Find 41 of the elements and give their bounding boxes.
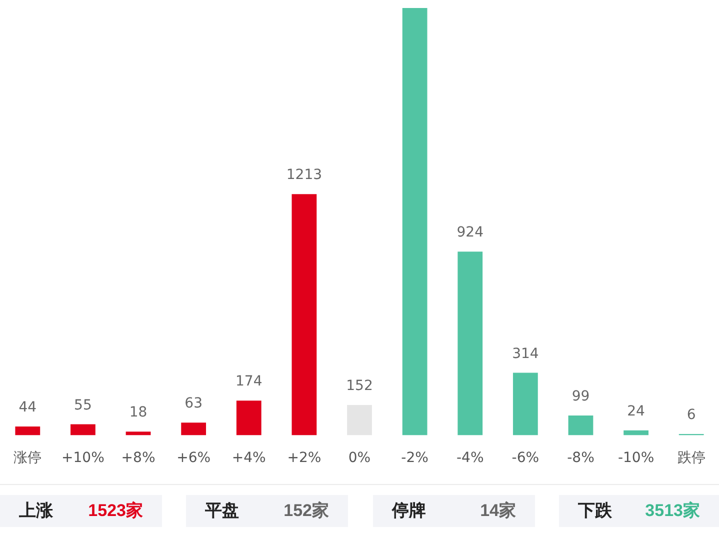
x-tick-label: -4% — [456, 450, 484, 466]
data-label: 1213 — [286, 167, 322, 184]
x-tick-label: +4% — [232, 450, 266, 466]
x-tick-label: -8% — [567, 450, 594, 466]
data-label: 152 — [346, 378, 373, 394]
data-label: 6 — [686, 407, 696, 424]
bar — [512, 372, 538, 436]
x-tick-label: +10% — [62, 450, 104, 466]
summary-box: 上涨 1523家 — [0, 495, 162, 527]
bar — [70, 424, 96, 436]
summary-box: 平盘 152家 — [186, 495, 348, 527]
x-tick-label: -10% — [618, 450, 654, 466]
data-label: 24 — [627, 403, 646, 420]
x-tick-label: +6% — [176, 450, 211, 466]
bar — [236, 400, 262, 436]
data-label: 55 — [74, 397, 92, 414]
bar — [402, 8, 428, 436]
bar — [181, 422, 206, 436]
x-tick-label: +8% — [121, 450, 156, 466]
bar — [458, 252, 483, 436]
x-tick-label: 跌停 — [677, 450, 706, 466]
bar — [126, 432, 151, 436]
data-label: 314 — [512, 346, 539, 362]
summary-box: 下跌 3513家 — [559, 495, 719, 527]
data-label: 924 — [456, 224, 484, 241]
data-label: 63 — [184, 396, 202, 412]
bar — [15, 426, 40, 436]
summary-box: 停牌 14家 — [373, 495, 535, 527]
x-tick-label: -2% — [401, 450, 428, 466]
x-tick-label: 0% — [348, 450, 371, 466]
bar — [624, 430, 648, 436]
x-tick-label: -6% — [512, 450, 540, 466]
bar — [568, 416, 594, 436]
data-label: 174 — [236, 374, 262, 390]
x-tick-label: +2% — [287, 450, 322, 466]
data-label: 18 — [129, 404, 148, 421]
bar — [292, 194, 317, 436]
data-label: 44 — [18, 399, 37, 416]
x-tick-label: 涨停 — [14, 450, 42, 466]
data-label: 99 — [572, 388, 590, 405]
bar — [347, 405, 372, 436]
